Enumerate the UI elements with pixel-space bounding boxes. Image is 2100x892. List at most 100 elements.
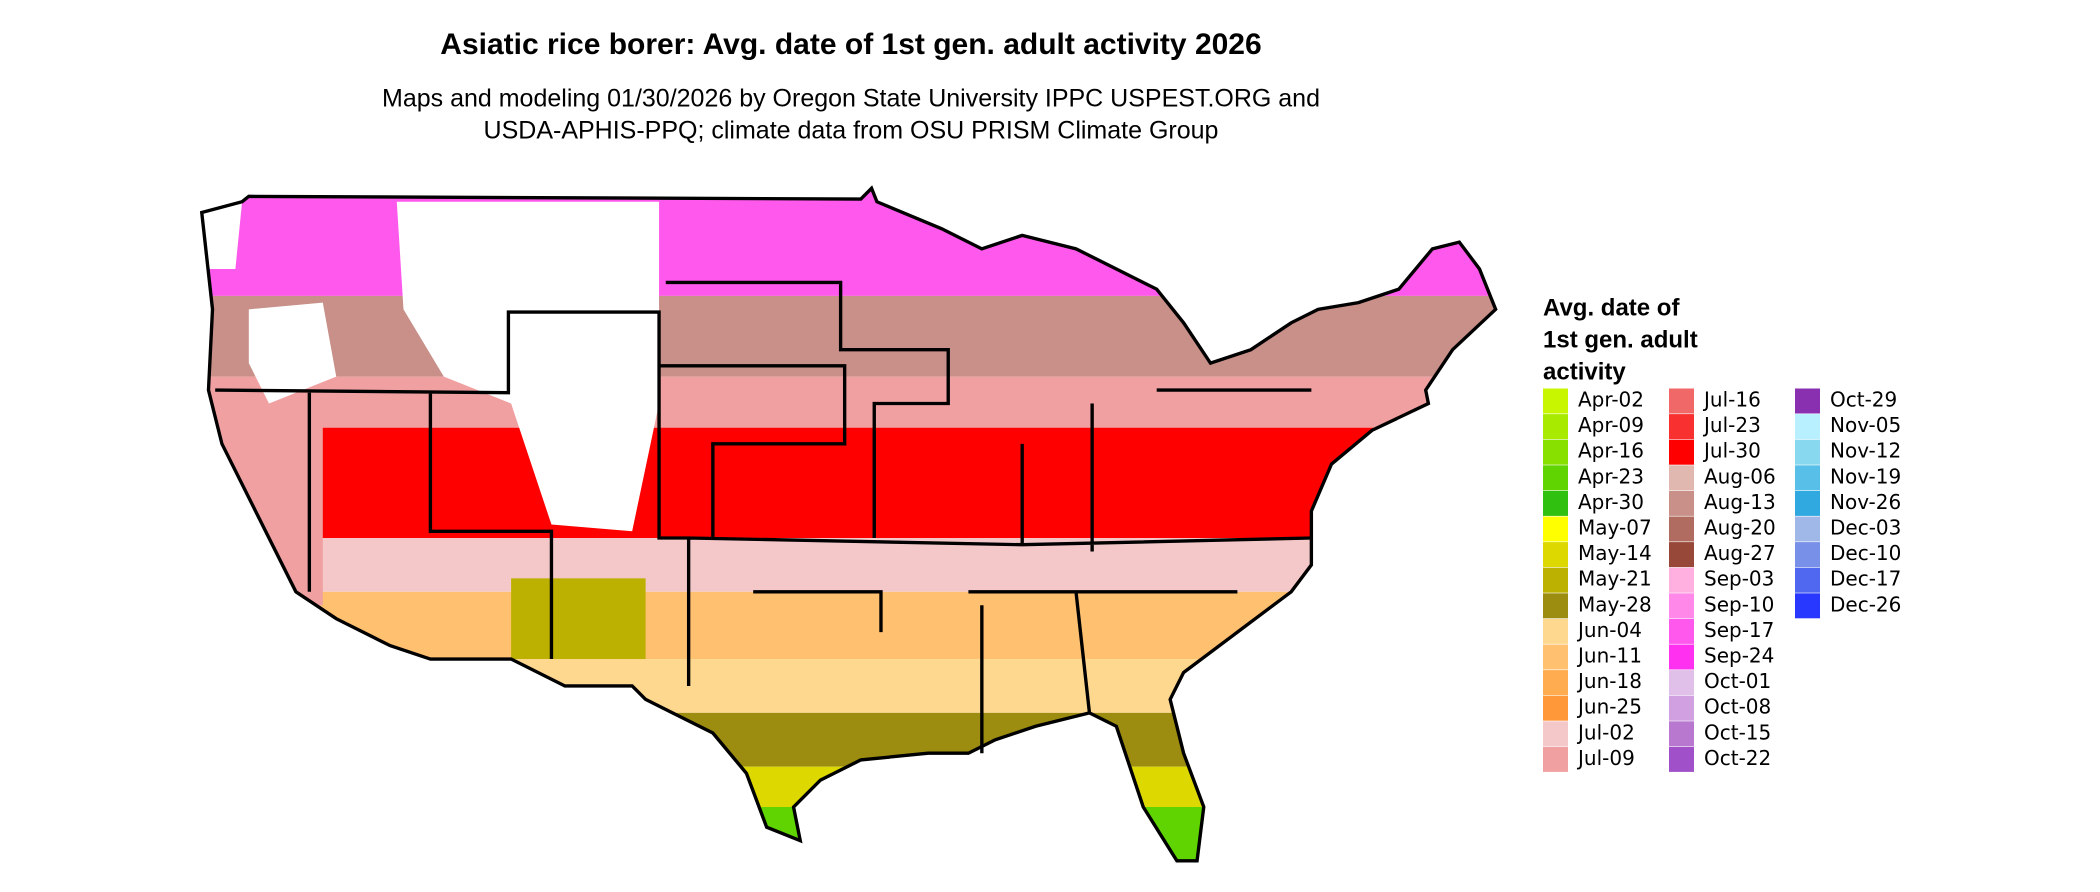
legend-swatch xyxy=(1669,439,1694,465)
legend-label: Dec-10 xyxy=(1830,541,1901,565)
legend-label: Aug-06 xyxy=(1704,464,1776,488)
legend-label: Dec-17 xyxy=(1830,567,1901,591)
legend-swatch xyxy=(1795,490,1820,516)
legend-swatch xyxy=(1669,618,1694,644)
map-band xyxy=(201,591,1496,660)
legend-swatch xyxy=(1795,388,1820,414)
legend-swatch xyxy=(1543,414,1568,440)
legend-label: Apr-23 xyxy=(1578,464,1644,488)
legend: Apr-02Apr-09Apr-16Apr-23Apr-30May-07May-… xyxy=(1543,388,1901,772)
legend-label: Jul-16 xyxy=(1702,388,1761,412)
legend-label: Jun-25 xyxy=(1576,695,1642,719)
map-title: Asiatic rice borer: Avg. date of 1st gen… xyxy=(440,28,1261,61)
legend-swatch xyxy=(1669,695,1694,721)
legend-label: Jul-23 xyxy=(1702,413,1761,437)
legend-label: Sep-17 xyxy=(1704,618,1774,642)
map-band xyxy=(511,578,646,660)
subtitle: Maps and modeling 01/30/2026 by Oregon S… xyxy=(382,85,1320,113)
legend-label: Oct-08 xyxy=(1704,695,1771,719)
legend-swatch xyxy=(1669,644,1694,670)
map-band xyxy=(201,659,1496,713)
legend-label: Jun-11 xyxy=(1576,644,1642,668)
legend-swatch xyxy=(1543,388,1568,414)
legend-swatch xyxy=(1543,746,1568,772)
map-fill xyxy=(201,188,1496,861)
legend-swatch xyxy=(1543,465,1568,491)
legend-label: Aug-13 xyxy=(1704,490,1776,514)
legend-label: Dec-03 xyxy=(1830,516,1901,540)
legend-label: Jun-18 xyxy=(1576,669,1642,693)
legend-label: May-21 xyxy=(1578,567,1652,591)
subtitle: USDA-APHIS-PPQ; climate data from OSU PR… xyxy=(484,117,1219,145)
legend-label: Nov-05 xyxy=(1830,413,1901,437)
legend-label: Nov-26 xyxy=(1830,490,1901,514)
legend-swatch xyxy=(1795,542,1820,568)
state-borders xyxy=(200,186,1498,863)
legend-label: Apr-09 xyxy=(1578,413,1644,437)
legend-label: Aug-20 xyxy=(1704,516,1776,540)
legend-label: Sep-10 xyxy=(1704,592,1774,616)
map-band xyxy=(201,712,1496,767)
legend-title: Avg. date of xyxy=(1543,294,1680,321)
legend-label: Jun-04 xyxy=(1576,618,1642,642)
legend-label: Dec-26 xyxy=(1830,592,1901,616)
legend-swatch xyxy=(1795,465,1820,491)
map-band xyxy=(201,766,1496,807)
legend-swatch xyxy=(1543,618,1568,644)
legend-label: Aug-27 xyxy=(1704,541,1776,565)
map-band xyxy=(201,403,323,606)
legend-label: Oct-22 xyxy=(1704,746,1771,770)
legend-label: Oct-29 xyxy=(1830,388,1897,412)
legend-title: 1st gen. adult xyxy=(1543,326,1698,353)
legend-label: Jul-02 xyxy=(1576,720,1635,744)
legend-swatch xyxy=(1795,439,1820,465)
legend-swatch xyxy=(1669,746,1694,772)
legend-swatch xyxy=(1543,490,1568,516)
legend-label: Oct-01 xyxy=(1704,669,1771,693)
legend-swatch xyxy=(1543,670,1568,696)
legend-swatch xyxy=(1543,593,1568,619)
legend-swatch xyxy=(1669,542,1694,568)
legend-swatch xyxy=(1669,593,1694,619)
legend-label: May-14 xyxy=(1578,541,1652,565)
legend-swatch xyxy=(1543,721,1568,747)
map-band xyxy=(201,538,1496,592)
map-band xyxy=(201,807,1496,861)
map-band xyxy=(201,427,1496,538)
legend-swatch xyxy=(1543,567,1568,593)
map-band xyxy=(201,376,1496,428)
legend-swatch xyxy=(1543,644,1568,670)
legend-swatch xyxy=(1795,567,1820,593)
legend-swatch xyxy=(1669,388,1694,414)
legend-swatch xyxy=(1795,414,1820,440)
map xyxy=(200,186,1498,863)
legend-swatch xyxy=(1669,465,1694,491)
legend-swatch xyxy=(1669,490,1694,516)
legend-label: Oct-15 xyxy=(1704,720,1771,744)
legend-label: Apr-16 xyxy=(1578,439,1644,463)
legend-label: May-07 xyxy=(1578,516,1652,540)
legend-swatch xyxy=(1543,516,1568,542)
legend-swatch xyxy=(1543,695,1568,721)
legend-swatch xyxy=(1669,567,1694,593)
legend-swatch xyxy=(1669,414,1694,440)
legend-label: Jul-09 xyxy=(1576,746,1635,770)
legend-label: Sep-03 xyxy=(1704,567,1774,591)
legend-swatch xyxy=(1543,439,1568,465)
legend-swatch xyxy=(1795,593,1820,619)
legend-swatch xyxy=(1669,670,1694,696)
legend-label: Sep-24 xyxy=(1704,644,1774,668)
no-activity-area xyxy=(201,201,660,532)
legend-label: May-28 xyxy=(1578,592,1652,616)
legend-label: Apr-30 xyxy=(1578,490,1644,514)
legend-label: Apr-02 xyxy=(1578,388,1644,412)
legend-swatch xyxy=(1795,516,1820,542)
legend-label: Jul-30 xyxy=(1702,439,1761,463)
legend-swatch xyxy=(1543,542,1568,568)
legend-label: Nov-12 xyxy=(1830,439,1901,463)
legend-swatch xyxy=(1669,516,1694,542)
legend-title: activity xyxy=(1543,358,1626,385)
legend-label: Nov-19 xyxy=(1830,464,1901,488)
map-band xyxy=(201,188,1496,296)
